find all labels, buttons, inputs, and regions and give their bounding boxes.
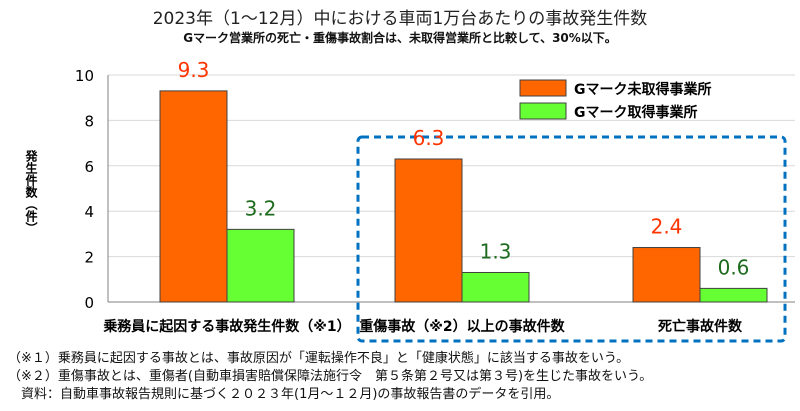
data-label: 3.2 bbox=[245, 196, 277, 220]
x-tick-label: 重傷事故（※2）以上の事故件数 bbox=[359, 318, 565, 335]
chart-title: 2023年（1～12月）中における車両1万台あたりの事故発生件数 bbox=[152, 9, 648, 29]
data-label: 1.3 bbox=[480, 239, 512, 263]
data-label: 9.3 bbox=[178, 58, 210, 82]
footnotes: （※１）乗務員に起因する事故とは、事故原因が「運転操作不良」と「健康状態」に該当… bbox=[8, 350, 798, 404]
legend-label: Gマーク取得事業所 bbox=[574, 104, 698, 121]
bar bbox=[394, 158, 463, 303]
bar bbox=[699, 287, 768, 303]
y-axis-label: 発生件数（件） bbox=[24, 150, 38, 234]
highlight-box bbox=[356, 135, 787, 343]
data-label: 2.4 bbox=[651, 215, 683, 239]
y-tick-label: 8 bbox=[84, 112, 94, 130]
y-tick-label: 0 bbox=[84, 294, 94, 312]
data-label: 0.6 bbox=[718, 255, 750, 279]
x-tick-label: 乗務員に起因する事故発生件数（※1） bbox=[102, 318, 350, 335]
bar bbox=[226, 228, 295, 303]
bar bbox=[159, 90, 228, 303]
footnote-2: （※２）重傷事故とは、重傷者(自動車損害賠償保障法施行令 第５条第２号又は第３号… bbox=[8, 369, 653, 384]
legend-label: Gマーク未取得事業所 bbox=[574, 81, 712, 98]
chart-subtitle: Gマーク営業所の死亡・重傷事故割合は、未取得営業所と比較して、30%以下。 bbox=[183, 31, 617, 45]
legend-swatch bbox=[519, 79, 567, 97]
y-tick-label: 10 bbox=[75, 67, 94, 85]
data-label: 6.3 bbox=[413, 126, 445, 150]
y-tick-label: 6 bbox=[84, 158, 94, 176]
x-tick-label: 死亡事故件数 bbox=[657, 318, 743, 335]
footnote-1: （※１）乗務員に起因する事故とは、事故原因が「運転操作不良」と「健康状態」に該当… bbox=[8, 351, 630, 366]
bar bbox=[632, 247, 701, 303]
y-tick-label: 2 bbox=[84, 249, 94, 267]
y-tick-label: 4 bbox=[84, 203, 94, 221]
bar-chart: 0 2 4 6 8 10 9.3 6.3 2.4 3.2 1.3 0.6 乗務員に起因する事故発生件数（… bbox=[75, 58, 795, 343]
bar bbox=[461, 271, 530, 303]
footnote-source: 資料：自動車事故報告規則に基づく２０２３年(1月～１２月)の事故報告書のデータを… bbox=[8, 387, 560, 402]
legend-swatch bbox=[519, 102, 567, 120]
